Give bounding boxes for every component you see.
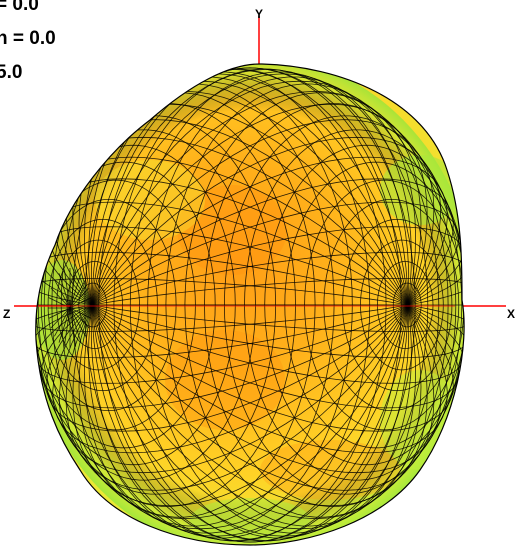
surface-mesh <box>35 67 465 543</box>
mesh-pole-spoke <box>48 307 71 319</box>
view-readout-3: 5.0 <box>0 62 23 83</box>
mesh-parallel <box>204 103 463 507</box>
surface-shade-patch <box>380 155 460 225</box>
mesh-pole-spoke <box>69 279 86 309</box>
mesh-pole-spoke <box>50 307 71 329</box>
mesh-pole-spoke <box>69 307 77 347</box>
mesh-parallel <box>43 92 316 518</box>
mesh-parallel <box>284 161 465 449</box>
mesh-parallel <box>35 129 256 481</box>
mesh-parallel <box>35 144 236 466</box>
mesh-parallel <box>71 71 371 539</box>
mesh-pole-spoke <box>69 307 82 343</box>
mesh-parallel <box>56 239 140 371</box>
surface-shade-patch <box>177 185 287 275</box>
mesh-parallel <box>98 67 402 543</box>
mesh-parallel <box>147 76 440 534</box>
surface-shade-patch <box>95 160 205 240</box>
mesh-pole-spoke <box>69 287 90 309</box>
mesh-pole-spoke <box>69 307 92 319</box>
mesh-parallel <box>264 144 465 466</box>
radiation-surface[interactable] <box>27 55 477 552</box>
mesh-parallel <box>323 199 460 411</box>
mesh-pole-spoke <box>54 279 71 309</box>
mesh-parallel <box>165 83 449 527</box>
mesh-parallel <box>47 219 158 391</box>
mesh-pole-spoke <box>63 307 71 347</box>
mesh-parallel <box>35 115 276 495</box>
mesh-parallel <box>84 68 387 542</box>
mesh-pole-spoke <box>69 273 82 309</box>
surface-outline <box>35 63 465 546</box>
mesh-pole-spoke <box>69 307 86 337</box>
mesh-parallel <box>223 115 465 495</box>
mesh-pole-spoke <box>69 269 77 309</box>
mesh-pole-spoke <box>54 307 71 337</box>
view-readout-2: n = 0.0 <box>0 28 56 49</box>
mesh-parallel <box>37 103 296 507</box>
mesh-parallel <box>113 68 416 542</box>
mesh-parallel <box>51 83 335 527</box>
mesh-pole-spoke <box>58 273 71 309</box>
mesh-parallel <box>129 71 429 539</box>
mesh-parallel <box>184 92 457 518</box>
mesh-parallel <box>60 76 353 534</box>
y-axis-label: Y <box>255 7 263 21</box>
mesh-parallel <box>360 239 444 371</box>
mesh-parallel <box>342 219 453 391</box>
mesh-parallel <box>35 161 216 449</box>
mesh-parallel <box>376 261 434 349</box>
mesh-parallel <box>304 179 465 431</box>
mesh-pole-spoke <box>63 269 71 309</box>
mesh-parallel <box>244 129 465 481</box>
mesh-pole-spoke <box>69 307 90 329</box>
mesh-parallel <box>78 282 108 328</box>
x-axis-label: X <box>507 307 515 321</box>
mesh-pole-spoke <box>50 287 71 309</box>
view-readout-1: = 0.0 <box>0 0 39 15</box>
mesh-pole-spoke <box>58 307 71 343</box>
surface-shade-patch <box>190 498 310 542</box>
z-axis-label: Z <box>3 307 10 321</box>
mesh-parallel <box>392 282 422 328</box>
